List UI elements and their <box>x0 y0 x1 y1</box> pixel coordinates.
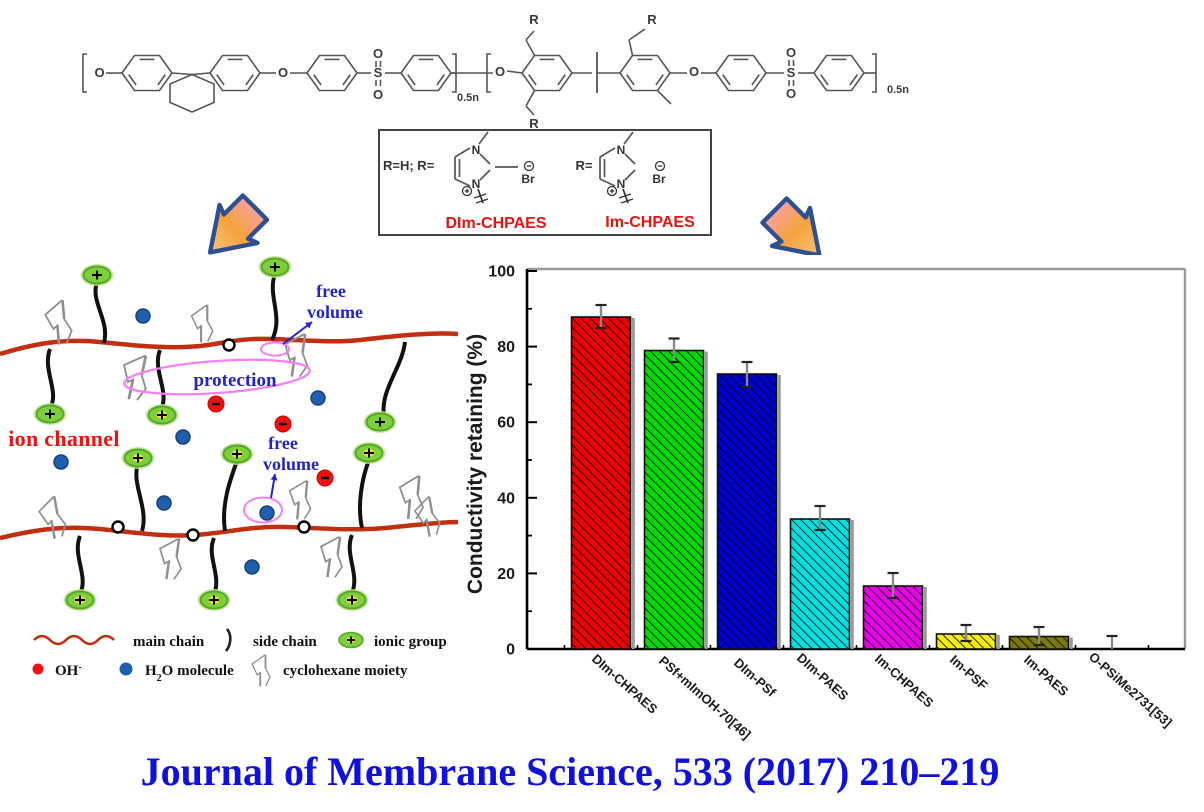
svg-text:40: 40 <box>497 490 515 507</box>
svg-text:O: O <box>94 65 104 80</box>
svg-text:ionic group: ionic group <box>374 634 447 650</box>
svg-text:volume: volume <box>263 454 319 474</box>
svg-text:side chain: side chain <box>253 634 317 650</box>
svg-text:O: O <box>278 65 288 80</box>
svg-text:cyclohexane moiety: cyclohexane moiety <box>283 663 408 679</box>
svg-text:Br: Br <box>521 172 535 186</box>
svg-text:S: S <box>787 65 796 80</box>
svg-text:OH-: OH- <box>55 662 82 680</box>
svg-text:protection: protection <box>193 370 276 391</box>
svg-text:Im-PSF: Im-PSF <box>947 652 991 693</box>
svg-text:H2O molecule: H2O molecule <box>145 663 234 684</box>
svg-text:N: N <box>617 143 626 157</box>
svg-text:O: O <box>689 64 699 79</box>
svg-text:DIm-PAES: DIm-PAES <box>794 650 852 703</box>
svg-text:Im-CHPAES: Im-CHPAES <box>872 651 937 711</box>
svg-text:volume: volume <box>307 302 363 322</box>
svg-text:N: N <box>472 177 481 191</box>
svg-text:O: O <box>373 46 383 61</box>
svg-text:O: O <box>495 64 505 79</box>
svg-text:20: 20 <box>497 566 515 583</box>
svg-text:0.5n: 0.5n <box>887 84 909 96</box>
svg-text:Im-CHPAES: Im-CHPAES <box>605 214 695 231</box>
svg-text:O-PSiMe2731[53]: O-PSiMe2731[53] <box>1086 649 1175 730</box>
svg-text:R: R <box>529 12 539 27</box>
svg-text:DIm-PSf: DIm-PSf <box>731 655 779 700</box>
svg-text:N: N <box>617 177 626 191</box>
svg-text:Conductivity retaining (%): Conductivity retaining (%) <box>464 334 487 594</box>
svg-text:free: free <box>316 281 346 301</box>
svg-text:N: N <box>472 143 481 157</box>
svg-text:0: 0 <box>506 642 515 659</box>
svg-text:Im-PAES: Im-PAES <box>1021 652 1072 699</box>
svg-text:R=: R= <box>576 158 593 173</box>
svg-text:DIm-CHPAES: DIm-CHPAES <box>589 651 661 717</box>
svg-text:main chain: main chain <box>133 634 205 650</box>
svg-text:R: R <box>529 116 539 131</box>
svg-text:60: 60 <box>497 415 515 432</box>
svg-text:R: R <box>647 12 657 27</box>
svg-text:O: O <box>786 45 796 60</box>
svg-text:free: free <box>268 433 298 453</box>
svg-text:O: O <box>786 86 796 101</box>
svg-text:S: S <box>374 65 383 80</box>
svg-text:80: 80 <box>497 339 515 356</box>
svg-text:O: O <box>373 87 383 102</box>
svg-text:DIm-CHPAES: DIm-CHPAES <box>445 215 546 232</box>
svg-text:ion channel: ion channel <box>8 426 120 451</box>
svg-text:R=H; R=: R=H; R= <box>383 158 435 173</box>
svg-text:Br: Br <box>652 172 666 186</box>
svg-text:100: 100 <box>488 264 515 281</box>
svg-text:0.5n: 0.5n <box>457 92 479 104</box>
